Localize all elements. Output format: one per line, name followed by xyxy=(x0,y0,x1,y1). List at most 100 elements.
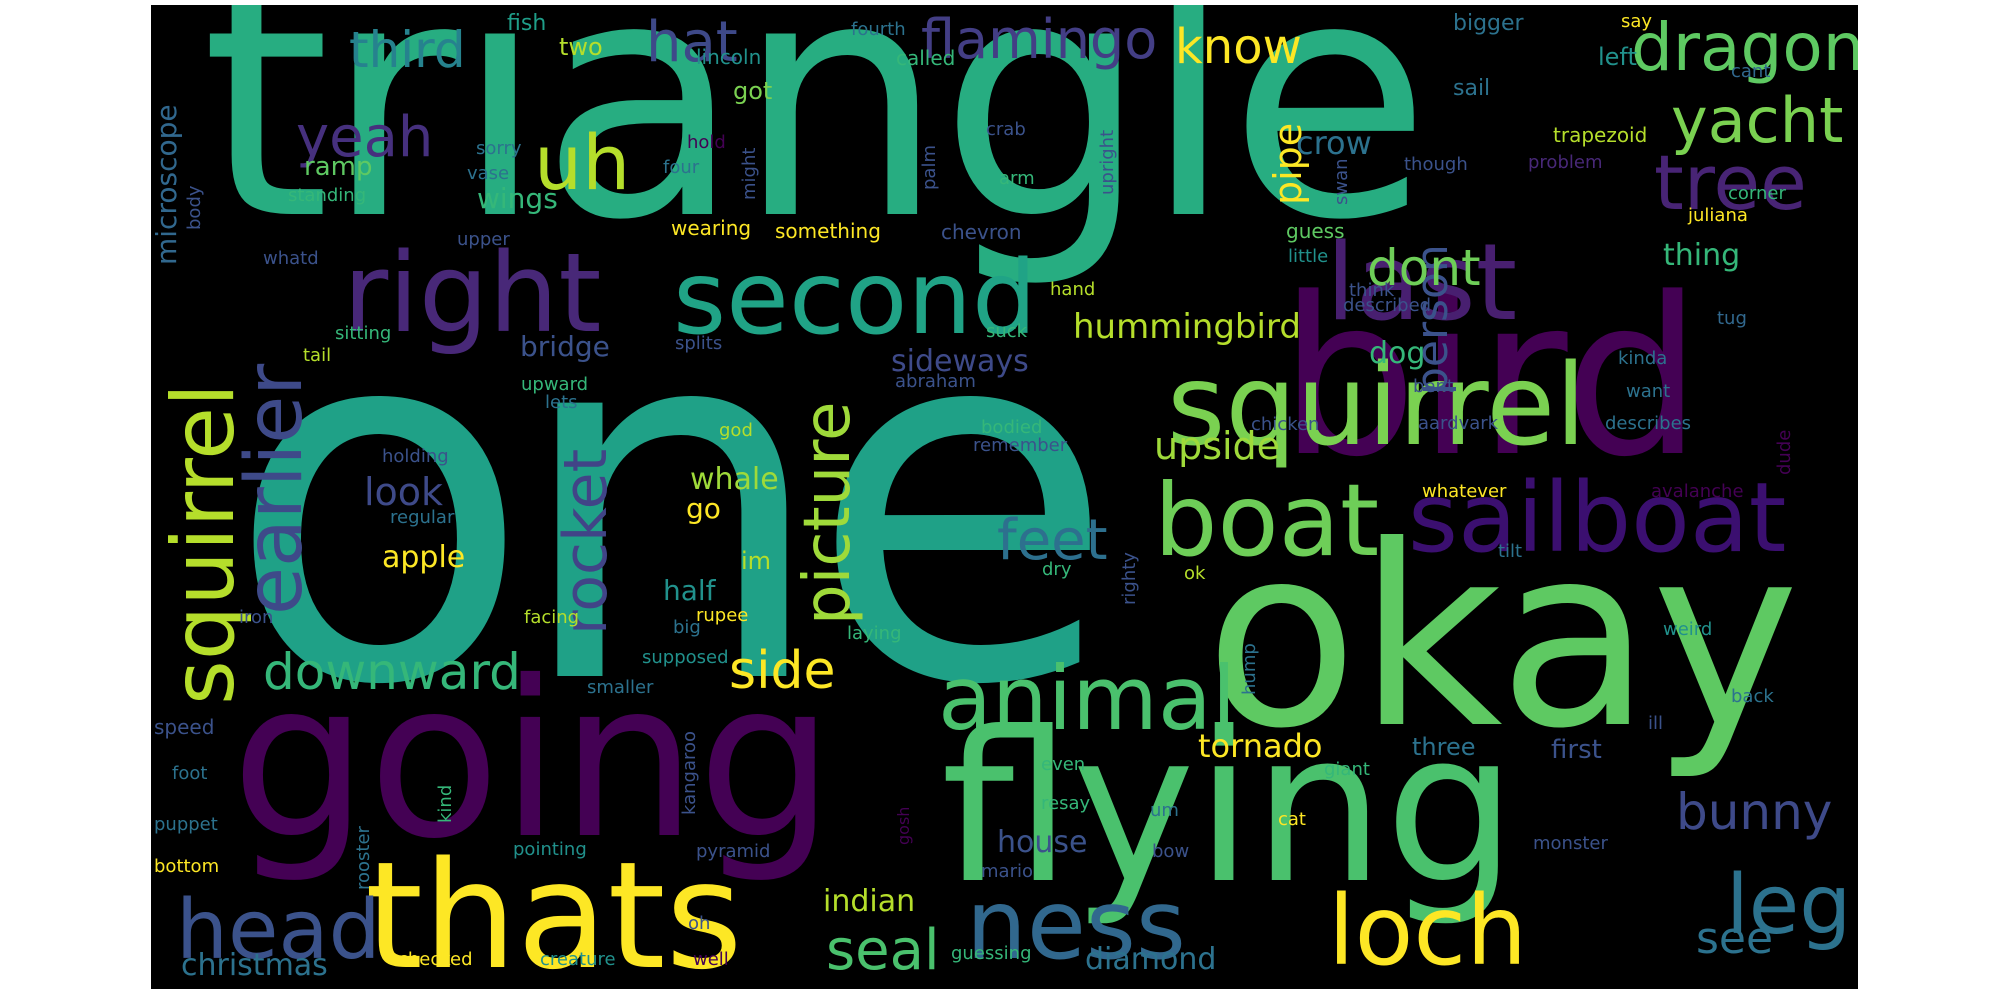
word-think: think xyxy=(1349,280,1395,301)
word-thats: thats xyxy=(365,830,743,989)
word-upside: upside xyxy=(1154,424,1281,468)
word-sailboat: sailboat xyxy=(1408,462,1787,574)
word-called: called xyxy=(896,46,956,70)
word-resay: resay xyxy=(1041,793,1091,814)
word-though: though xyxy=(1404,154,1468,175)
word-seal: seal xyxy=(826,918,940,983)
word-splits: splits xyxy=(675,333,723,354)
word-big: big xyxy=(673,617,701,638)
word-microscope: microscope xyxy=(151,104,183,265)
word-describes: describes xyxy=(1605,413,1692,434)
word-one: one xyxy=(226,212,1116,794)
word-laying: laying xyxy=(847,623,902,644)
word-two: two xyxy=(559,33,603,61)
word-dog: dog xyxy=(1369,336,1426,371)
word-described: described xyxy=(1343,295,1432,316)
word-flamingo: flamingo xyxy=(921,8,1158,71)
word-hump: hump xyxy=(1239,643,1260,695)
word-remember: remember xyxy=(973,435,1068,456)
word-upright: upright xyxy=(1097,129,1118,195)
word-cant: cant xyxy=(1731,61,1771,82)
word-left: left xyxy=(1598,43,1637,71)
word-thing: thing xyxy=(1663,238,1741,273)
word-bow: bow xyxy=(1152,841,1190,862)
word-chicken: chicken xyxy=(1251,414,1320,435)
word-sitting: sitting xyxy=(335,323,392,344)
word-pyramid: pyramid xyxy=(696,841,771,862)
word-bottom: bottom xyxy=(154,856,220,877)
word-standing: standing xyxy=(288,185,367,206)
word-oh: oh xyxy=(688,913,711,934)
word-leg: leg xyxy=(1726,858,1852,953)
word-dude: dude xyxy=(1774,429,1795,475)
word-ill: ill xyxy=(1648,713,1664,734)
word-hat: yeah xyxy=(296,105,434,170)
word-might: might xyxy=(739,147,760,200)
word-okay: okay xyxy=(1205,492,1800,783)
word-tree: tree xyxy=(1654,138,1807,227)
word-upward: upward xyxy=(521,374,589,395)
word-bunny: bunny xyxy=(1676,783,1833,841)
word-ram: squirrel xyxy=(1167,341,1587,471)
word-know: know xyxy=(1175,19,1302,75)
word-abraham: abraham xyxy=(895,371,976,392)
word-god: god xyxy=(719,420,753,441)
word-mario: mario xyxy=(981,861,1033,882)
word-tornado: tornado xyxy=(1198,727,1323,765)
word-third: third xyxy=(349,21,466,79)
word-trapezoid: trapezoid xyxy=(1553,123,1648,147)
word-righty: righty xyxy=(1119,552,1140,605)
word-diamond: diamond xyxy=(1085,942,1217,977)
word-downward: downward xyxy=(263,643,521,701)
word-guess: guess xyxy=(1286,219,1345,243)
word-weird: weird xyxy=(1663,619,1713,640)
word-triangle: triangle xyxy=(201,5,1431,292)
word-ramp: ramp xyxy=(304,152,373,182)
word-four: four xyxy=(663,157,700,178)
word-body: body xyxy=(184,185,205,230)
word-indian: indian xyxy=(823,884,916,919)
word-bridge: bridge xyxy=(520,330,610,363)
word-earlier: earlier xyxy=(230,363,320,615)
word-hold: hold xyxy=(687,132,726,153)
word-well: well xyxy=(693,949,729,970)
word-crab: crab xyxy=(986,119,1026,140)
word-gosh: gosh xyxy=(894,806,913,845)
word-checked: checked xyxy=(398,949,473,970)
word-smaller: smaller xyxy=(587,677,654,698)
word-corner: corner xyxy=(1728,183,1786,204)
word-ok: ok xyxy=(1184,563,1206,584)
word-see: see xyxy=(1696,913,1774,964)
word-palm: palm xyxy=(919,145,940,190)
word-bodied: bodied xyxy=(981,417,1043,438)
word-guessing: guessing xyxy=(951,943,1032,964)
word-tug: tug xyxy=(1717,308,1747,329)
word-fish: fish xyxy=(507,11,547,36)
word-want: want xyxy=(1626,381,1671,402)
word-hummingbird: hummingbird xyxy=(1073,307,1301,347)
word-hand: hand xyxy=(1050,279,1096,300)
word-even: even xyxy=(1041,754,1086,775)
word-rupee: rupee xyxy=(696,605,749,626)
word-animal: animal xyxy=(938,647,1237,750)
word-lincoln: lincoln xyxy=(696,45,762,69)
word-vase: vase xyxy=(467,163,510,184)
word-apple: apple xyxy=(382,540,466,575)
word-whatever: whatever xyxy=(1422,481,1507,502)
word-little: little xyxy=(1288,246,1329,267)
word-im: im xyxy=(741,547,772,575)
word-got: got xyxy=(733,77,773,105)
word-boat: boat xyxy=(1154,462,1380,579)
word-something: something xyxy=(775,219,881,243)
word-yeah: hat xyxy=(646,10,738,75)
word-swan: swan xyxy=(1331,158,1352,205)
word-um: um xyxy=(1150,800,1179,821)
word-foot: foot xyxy=(172,763,208,784)
word-whatd: whatd xyxy=(263,248,319,269)
word-sorry: sorry xyxy=(476,138,522,159)
word-tilt: tilt xyxy=(1498,541,1523,562)
word-dragon: dragon xyxy=(1631,9,1858,86)
word-right: right xyxy=(343,229,602,357)
word-yacht: yacht xyxy=(1671,84,1844,157)
word-side: side xyxy=(729,641,836,701)
